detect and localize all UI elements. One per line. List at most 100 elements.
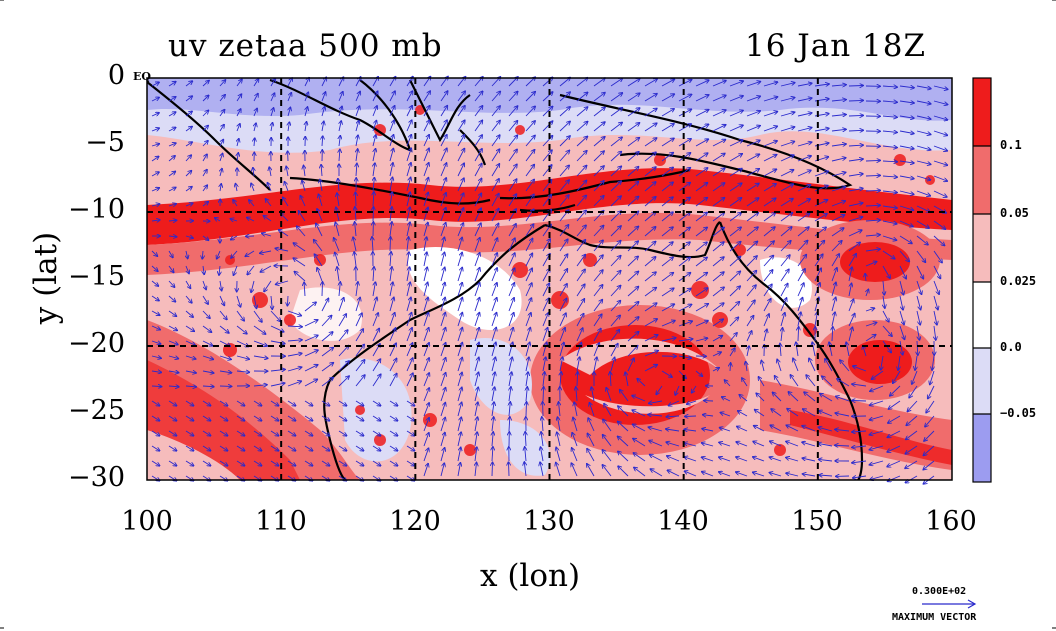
- wind-vector: [882, 131, 897, 132]
- wind-vector: [440, 268, 445, 282]
- wind-vector: [831, 158, 846, 162]
- wind-vector: [797, 83, 812, 87]
- wind-vector: [275, 248, 289, 252]
- wind-vector: [746, 82, 760, 87]
- wind-vector: [491, 357, 495, 372]
- wind-vector: [372, 149, 376, 162]
- wind-vector: [423, 252, 427, 267]
- wind-vector: [300, 196, 306, 207]
- wind-vector: [574, 402, 578, 417]
- wind-vector: [852, 401, 867, 402]
- wind-vector: [899, 101, 914, 103]
- wind-vector: [644, 351, 658, 357]
- wind-vector: [712, 303, 724, 312]
- wind-vector: [933, 190, 947, 197]
- wind-vector: [644, 212, 656, 222]
- wind-vector: [202, 430, 211, 436]
- wind-vector: [440, 283, 445, 297]
- wind-vector: [627, 197, 638, 207]
- wind-vector: [185, 340, 195, 345]
- wind-vector: [338, 298, 344, 312]
- wind-vector: [695, 168, 708, 177]
- vector-key-value: 0.300E+02: [912, 586, 967, 597]
- wind-vector: [593, 166, 604, 177]
- wind-vector: [763, 270, 773, 282]
- wind-vector: [780, 142, 794, 147]
- wind-vector: [933, 310, 937, 325]
- wind-vector: [423, 106, 430, 117]
- wind-vector: [202, 310, 210, 318]
- wind-vector: [692, 385, 697, 393]
- wind-vector: [763, 97, 777, 102]
- wind-vector: [865, 249, 880, 251]
- wind-vector: [355, 298, 360, 312]
- wind-vector: [474, 298, 480, 312]
- wind-vector: [780, 83, 795, 87]
- wind-vector: [746, 140, 760, 147]
- wind-vector: [610, 181, 621, 192]
- wind-vector: [202, 400, 211, 406]
- wind-vector: [440, 298, 445, 312]
- wind-vector: [644, 257, 656, 267]
- wind-vector: [831, 215, 845, 222]
- wind-vector: [848, 115, 863, 116]
- wind-vector: [168, 371, 179, 373]
- wind-vector: [525, 268, 532, 282]
- wind-vector: [788, 392, 799, 402]
- wind-vector: [526, 372, 528, 387]
- wind-vector: [168, 236, 177, 237]
- wind-vector: [825, 359, 833, 372]
- wind-vector: [678, 124, 691, 132]
- wind-vector: [389, 177, 393, 192]
- wind-vector: [712, 95, 726, 102]
- y-tick-label: −20: [68, 328, 125, 359]
- wind-vector: [712, 352, 721, 357]
- wind-vector: [730, 363, 731, 372]
- wind-vector: [304, 92, 308, 102]
- wind-vector: [814, 254, 823, 267]
- wind-vector: [406, 148, 411, 162]
- wind-vector: [576, 181, 586, 192]
- wind-vector: [406, 178, 411, 192]
- wind-vector: [882, 191, 897, 193]
- wind-vector: [916, 85, 931, 89]
- wind-vector: [542, 328, 548, 342]
- wind-vector: [390, 252, 391, 267]
- x-tick-label: 160: [925, 506, 977, 537]
- wind-vector: [373, 163, 375, 177]
- wind-vector: [508, 106, 518, 117]
- wind-vector: [888, 415, 901, 423]
- wind-vector: [440, 120, 447, 132]
- wind-vector: [151, 144, 159, 146]
- wind-vector: [746, 331, 752, 342]
- wind-vector: [610, 301, 620, 312]
- wind-vector: [270, 93, 275, 102]
- wind-vector: [620, 390, 629, 402]
- wind-vector: [593, 357, 597, 372]
- wind-vector: [933, 235, 944, 245]
- wind-vector: [559, 92, 570, 102]
- wind-vector: [525, 328, 530, 342]
- wind-vector: [763, 141, 777, 147]
- wind-vector: [644, 138, 657, 147]
- x-axis-title: x (lon): [480, 558, 581, 594]
- wind-vector: [661, 138, 674, 147]
- wind-vector: [695, 227, 707, 237]
- wind-vector: [279, 230, 289, 237]
- wind-vector: [899, 325, 905, 339]
- wind-vector: [321, 348, 333, 357]
- wind-vector: [661, 167, 673, 177]
- wind-vector: [168, 188, 176, 192]
- wind-vector: [780, 184, 793, 192]
- wind-vector: [525, 283, 532, 297]
- wind-vector: [236, 184, 238, 192]
- wind-vector: [559, 284, 567, 297]
- wind-vector: [372, 298, 377, 312]
- wind-vector: [316, 224, 323, 237]
- wind-vector: [593, 122, 605, 132]
- wind-vector: [185, 203, 193, 206]
- wind-vector: [627, 302, 639, 312]
- wind-vector: [457, 163, 464, 177]
- wind-vector: [725, 380, 731, 387]
- wind-vector: [338, 415, 347, 421]
